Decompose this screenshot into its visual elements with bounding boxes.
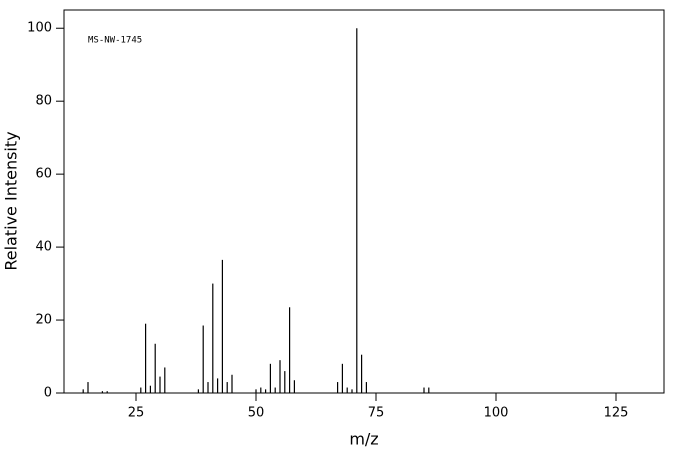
x-axis-title: m/z	[349, 430, 378, 449]
y-tick-label: 20	[35, 313, 52, 328]
x-tick-label: 125	[604, 406, 629, 421]
x-tick-label: 75	[368, 406, 385, 421]
y-tick-label: 60	[35, 167, 52, 182]
plot-frame	[63, 9, 665, 394]
y-tick-label: 40	[35, 240, 52, 255]
y-axis-title: Relative Intensity	[2, 131, 21, 270]
y-tick-label: 80	[35, 94, 52, 109]
x-tick-label: 100	[484, 406, 509, 421]
y-tick-label: 100	[27, 21, 52, 36]
annotation: MS-NW-1745	[88, 36, 142, 46]
x-tick-label: 50	[248, 406, 265, 421]
x-tick-label: 25	[128, 406, 145, 421]
y-tick-label: 0	[44, 386, 52, 401]
